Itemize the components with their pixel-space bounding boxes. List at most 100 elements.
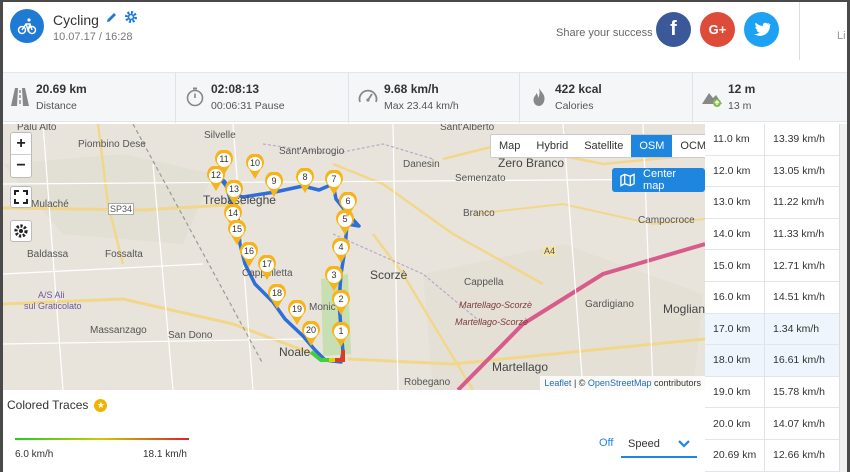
openstreetmap-link[interactable]: OpenStreetMap [587,378,652,388]
activity-title: Cycling [53,11,99,28]
map-label: Silvelle [204,130,236,141]
edit-icon[interactable] [105,11,118,29]
flame-icon [528,86,550,108]
layer-hybrid-button[interactable]: Hybrid [536,140,569,152]
table-row[interactable]: 11.0 km 13.39 km/h [705,124,839,156]
route-marker-label: 10 [249,158,260,168]
split-speed-cell: 13.39 km/h [773,133,825,146]
table-row[interactable]: 15.0 km 12.71 km/h [705,250,839,282]
header-truncated-text: Li [837,30,846,42]
layer-map-button[interactable]: Map [499,140,521,152]
table-row[interactable]: 16.0 km 14.51 km/h [705,281,839,314]
stat-value: 422 kcal [555,82,602,96]
map-label: Scorzè [370,268,408,282]
route-marker[interactable]: 8 [295,167,315,194]
table-row[interactable]: 20.0 km 14.07 km/h [705,408,839,440]
route-marker-label: 17 [261,259,272,269]
route-marker-label: 11 [219,154,229,164]
map-label: Sant'Alberto [440,124,495,133]
route-marker[interactable]: 4 [331,237,351,264]
layer-osm-button[interactable]: OSM [631,135,673,157]
gradient-min-label: 6.0 km/h [15,449,54,460]
zoom-in-button[interactable]: + [11,133,31,155]
table-row[interactable]: 18.0 km 16.61 km/h [705,345,839,377]
split-speed-cell: 11.33 km/h [773,228,825,241]
attribution-text: contributors [651,378,701,388]
map-icon [620,173,635,187]
route-marker[interactable]: 9 [264,171,284,198]
layer-ocm-button[interactable]: OCM [680,140,705,152]
route-marker[interactable]: 16 [239,241,259,268]
activity-date: 10.07.17 / 16:28 [53,31,133,43]
map-label: Trebaseleghe [203,193,276,207]
stat-divider [519,73,520,123]
route-marker[interactable]: 5 [335,209,355,236]
table-row[interactable]: 14.0 km 11.33 km/h [705,218,839,251]
route-marker[interactable]: 12 [206,165,226,192]
table-row[interactable]: 13.0 km 11.22 km/h [705,187,839,219]
chevron-down-icon [677,436,691,460]
fullscreen-button[interactable] [10,186,32,208]
table-row[interactable]: 12.0 km 13.05 km/h [705,155,839,188]
route-marker-label: 13 [228,184,239,194]
split-speed-cell: 15.78 km/h [773,386,825,399]
facebook-share-button[interactable]: f [656,12,691,47]
google-plus-share-button[interactable]: G+ [700,12,735,47]
elevation-icon [701,86,723,108]
route-marker-label: 9 [271,176,277,186]
center-map-button[interactable]: Center map [612,168,705,192]
center-map-label: Center map [643,168,677,192]
route-marker-label: 6 [345,196,351,206]
route-marker[interactable]: 20 [301,320,321,347]
split-speed-cell: 11.22 km/h [773,196,825,209]
route-marker-label: 20 [305,325,316,335]
route-marker-label: 16 [243,246,254,256]
route-marker-label: 19 [291,304,302,314]
route-marker-label: 2 [338,294,344,304]
stat-value: 9.68 km/h [384,82,439,96]
split-speed-cell: 1.34 km/h [773,322,820,335]
twitter-share-button[interactable] [744,12,779,47]
route-marker[interactable]: 11 [214,149,234,176]
stat-label: Distance [36,100,77,112]
route-marker[interactable]: 6 [338,191,358,218]
table-row[interactable]: 20.69 km 12.66 km/h [705,439,839,472]
star-icon: ★ [94,398,108,412]
route-marker[interactable]: 1 [331,321,351,348]
route-marker-label: 8 [302,172,308,182]
route-marker[interactable]: 7 [324,169,344,196]
route-marker[interactable]: 14 [223,203,243,230]
route-map[interactable]: Palu Alto Piombino Dese Silvelle Sant'Am… [3,124,705,390]
map-label: Cappella [464,277,504,288]
zoom-out-button[interactable]: − [16,157,26,174]
stat-value: 02:08:13 [211,82,260,96]
route-marker[interactable]: 3 [324,265,344,292]
scrollbar[interactable] [839,124,847,472]
leaflet-link[interactable]: Leaflet [544,378,572,388]
gradient-max-label: 18.1 km/h [143,449,187,460]
route-marker[interactable]: 10 [245,153,265,180]
route-marker[interactable]: 17 [257,254,277,281]
route-marker[interactable]: 18 [267,283,287,310]
split-distance-cell: 17.0 km [705,313,765,345]
route-marker[interactable]: 19 [287,299,307,326]
route-marker-label: 7 [331,174,337,184]
trace-type-value: Speed [628,438,660,450]
layer-satellite-button[interactable]: Satellite [584,140,624,152]
table-row[interactable]: 19.0 km 15.78 km/h [705,376,839,409]
trace-type-select[interactable]: Speed [621,432,697,458]
map-label: A4 [543,246,557,256]
table-row[interactable]: 17.0 km 1.34 km/h [705,313,839,346]
route-marker[interactable]: 2 [331,289,351,316]
stat-calories: 422 kcal Calories [522,73,692,123]
traces-off-button[interactable]: Off [599,437,614,449]
map-label: Campocroce [638,215,695,226]
settings-gear-icon[interactable] [124,10,138,29]
split-speed-cell: 13.05 km/h [773,164,825,177]
split-speed-cell: 12.66 km/h [773,449,825,462]
route-marker[interactable]: 13 [224,179,244,206]
map-label: Mulaché [31,199,69,210]
speedometer-icon [357,86,379,108]
route-marker[interactable]: 15 [227,219,247,246]
map-settings-button[interactable] [10,220,32,242]
